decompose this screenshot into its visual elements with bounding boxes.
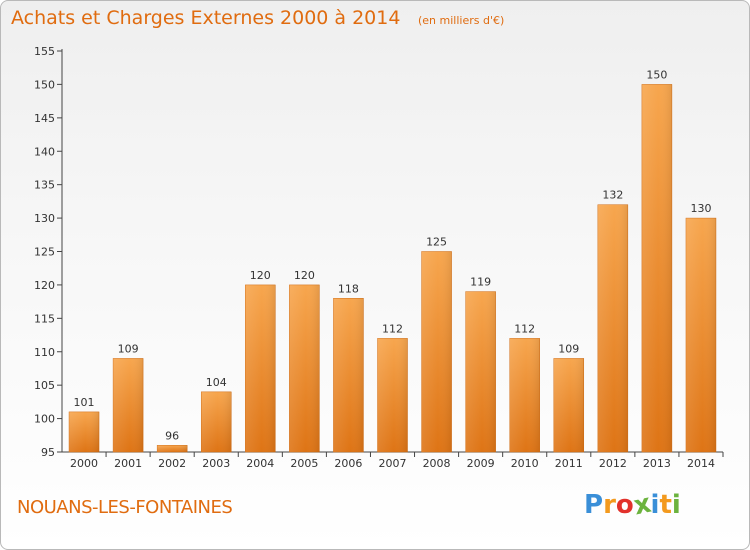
x-tick-label: 2007 xyxy=(379,457,407,470)
logo-letter: r xyxy=(603,490,616,520)
value-label: 130 xyxy=(690,202,711,215)
chart-title: Achats et Charges Externes 2000 à 2014 xyxy=(11,7,401,29)
x-tick-label: 2003 xyxy=(202,457,230,470)
y-tick-label: 125 xyxy=(34,246,55,259)
bar-shade xyxy=(333,298,364,452)
y-tick-label: 145 xyxy=(34,112,55,125)
bar-shade xyxy=(553,358,584,452)
value-label: 112 xyxy=(514,322,535,335)
bar-shade xyxy=(289,284,320,452)
chart-subtitle: (en milliers d'€) xyxy=(418,14,505,27)
x-tick-label: 2005 xyxy=(290,457,318,470)
bar-shade xyxy=(509,338,540,452)
y-tick-label: 130 xyxy=(34,212,55,225)
x-tick-label: 2001 xyxy=(114,457,142,470)
y-tick-label: 120 xyxy=(34,279,55,292)
bar-shade xyxy=(421,251,452,452)
value-label: 104 xyxy=(206,376,227,389)
value-label: 120 xyxy=(250,269,271,282)
value-label: 120 xyxy=(294,269,315,282)
value-label: 109 xyxy=(118,342,139,355)
logo-letter: o xyxy=(615,490,634,520)
bar-shade xyxy=(69,411,100,452)
logo-letter: i xyxy=(671,490,681,520)
bar-shade xyxy=(465,291,496,452)
value-label: 119 xyxy=(470,276,491,289)
bar-shade xyxy=(245,284,276,452)
x-tick-label: 2013 xyxy=(643,457,671,470)
x-tick-label: 2008 xyxy=(423,457,451,470)
y-tick-label: 150 xyxy=(34,78,55,91)
proxiti-logo[interactable]: Proxiti xyxy=(584,489,681,522)
logo-letter: P xyxy=(584,490,604,520)
value-label: 96 xyxy=(165,429,179,442)
logo-letter: i xyxy=(650,490,660,520)
x-tick-label: 2014 xyxy=(687,457,715,470)
tick-labels: 95 100 105 110 115 120 125 130 135 140 145 150 155 10… xyxy=(34,45,715,470)
x-tick-label: 2006 xyxy=(334,457,362,470)
x-tick-label: 2010 xyxy=(511,457,539,470)
y-tick-label: 115 xyxy=(34,312,55,325)
y-tick-label: 140 xyxy=(34,145,55,158)
logo-letter: t xyxy=(659,490,672,520)
value-label: 125 xyxy=(426,236,447,249)
y-tick-label: 155 xyxy=(34,45,55,58)
y-tick-label: 100 xyxy=(34,413,55,426)
x-tick-label: 2011 xyxy=(555,457,583,470)
x-tick-label: 2012 xyxy=(599,457,627,470)
bar-shade xyxy=(113,358,144,452)
commune-name: NOUANS-LES-FONTAINES xyxy=(17,497,233,518)
y-tick-label: 105 xyxy=(34,379,55,392)
y-tick-label: 95 xyxy=(41,446,55,459)
y-tick-label: 135 xyxy=(34,179,55,192)
bar-shade xyxy=(597,204,628,452)
x-tick-label: 2002 xyxy=(158,457,186,470)
value-label: 118 xyxy=(338,282,359,295)
bars xyxy=(68,84,717,453)
value-label: 109 xyxy=(558,342,579,355)
bar-shade xyxy=(685,218,716,452)
y-tick-label: 110 xyxy=(34,346,55,359)
x-tick-label: 2004 xyxy=(246,457,274,470)
value-label: 150 xyxy=(646,68,667,81)
bar-shade xyxy=(157,445,188,452)
value-label: 101 xyxy=(74,396,95,409)
value-label: 112 xyxy=(382,322,403,335)
bar-shade xyxy=(641,84,672,453)
x-tick-label: 2000 xyxy=(70,457,98,470)
bar-shade xyxy=(377,338,408,452)
bar-shade xyxy=(201,391,232,452)
x-tick-label: 2009 xyxy=(467,457,495,470)
value-label: 132 xyxy=(602,189,623,202)
